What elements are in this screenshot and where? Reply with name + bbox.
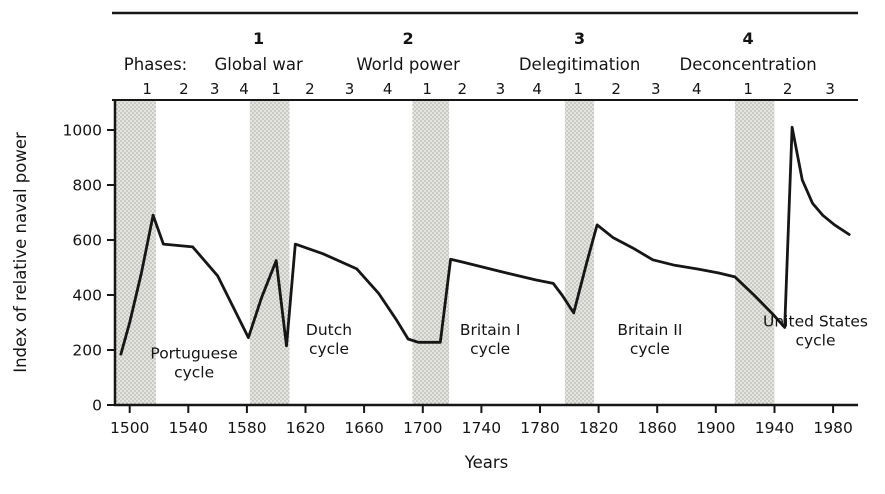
phase-tick-number: 4 <box>692 80 702 98</box>
y-tick-label: 400 <box>72 287 102 305</box>
phase-group-number: 2 <box>403 29 414 48</box>
phase-group-name: Delegitimation <box>519 55 641 74</box>
cycle-label: Britain II cycle <box>617 321 682 358</box>
naval-power-line <box>119 125 851 356</box>
x-tick-label: 1820 <box>579 419 618 437</box>
phase-group-name: World power <box>356 55 460 74</box>
phase-tick-number: 2 <box>611 80 621 98</box>
phase-tick-number: 4 <box>532 80 542 98</box>
cycle-label-line: United States <box>763 313 868 331</box>
y-tick-label: 600 <box>72 232 102 250</box>
phase-tick-number: 2 <box>783 80 793 98</box>
global-war-band <box>249 101 290 405</box>
phase-tick-number: 1 <box>142 80 152 98</box>
phase-group-number: 3 <box>574 29 585 48</box>
x-tick-label: 1580 <box>227 419 266 437</box>
cycle-label-line: cycle <box>309 340 349 358</box>
cycle-label-line: Britain I <box>460 321 521 339</box>
phase-tick-number: 3 <box>651 80 661 98</box>
cycle-label: Dutch cycle <box>306 321 352 358</box>
x-tick-label: 1740 <box>462 419 501 437</box>
x-tick-label: 1780 <box>520 419 559 437</box>
x-tick-label: 1540 <box>169 419 208 437</box>
phase-group-name: Global war <box>214 55 302 74</box>
phase-tick-number: 3 <box>496 80 506 98</box>
phase-group-number: 4 <box>743 29 754 48</box>
phase-tick-number: 3 <box>210 80 220 98</box>
y-tick-label: 800 <box>72 177 102 195</box>
global-war-band <box>412 101 450 405</box>
cycle-label-line: cycle <box>470 340 510 358</box>
phase-tick-number: 1 <box>422 80 432 98</box>
phase-tick-number: 2 <box>305 80 315 98</box>
y-tick-label: 0 <box>92 397 102 415</box>
x-tick-label: 1500 <box>110 419 149 437</box>
x-tick-label: 1620 <box>286 419 325 437</box>
global-war-band <box>734 101 775 405</box>
phase-tick-number: 3 <box>825 80 835 98</box>
x-tick-label: 1900 <box>696 419 735 437</box>
x-tick-label: 1700 <box>403 419 442 437</box>
phase-group-name: Deconcentration <box>680 55 817 74</box>
x-tick-label: 1660 <box>344 419 383 437</box>
cycle-label-line: cycle <box>630 340 670 358</box>
phase-tick-number: 1 <box>573 80 583 98</box>
x-axis-title: Years <box>464 453 509 472</box>
x-tick-label: 1860 <box>637 419 676 437</box>
y-tick-label: 200 <box>72 342 102 360</box>
cycle-label-line: cycle <box>795 332 835 350</box>
cycle-label-line: cycle <box>174 363 214 381</box>
cycle-label-line: Dutch <box>306 321 352 339</box>
y-tick-label: 1000 <box>63 122 102 140</box>
phase-tick-number: 2 <box>458 80 468 98</box>
y-axis-title: Index of relative naval power <box>11 132 30 373</box>
phase-tick-number: 4 <box>383 80 393 98</box>
cycle-label-line: Britain II <box>617 321 682 339</box>
phase-tick-number: 1 <box>271 80 281 98</box>
phase-tick-number: 3 <box>345 80 355 98</box>
phase-tick-number: 1 <box>743 80 753 98</box>
x-tick-label: 1980 <box>813 419 852 437</box>
phase-group-number: 1 <box>253 29 264 48</box>
cycle-label-line: Portuguese <box>150 344 237 362</box>
x-tick-label: 1940 <box>755 419 794 437</box>
cycle-label: United States cycle <box>763 313 868 350</box>
phase-tick-number: 4 <box>239 80 249 98</box>
phases-label: Phases: <box>124 55 187 74</box>
phase-tick-number: 2 <box>179 80 189 98</box>
cycle-label: Portuguese cycle <box>150 344 237 381</box>
